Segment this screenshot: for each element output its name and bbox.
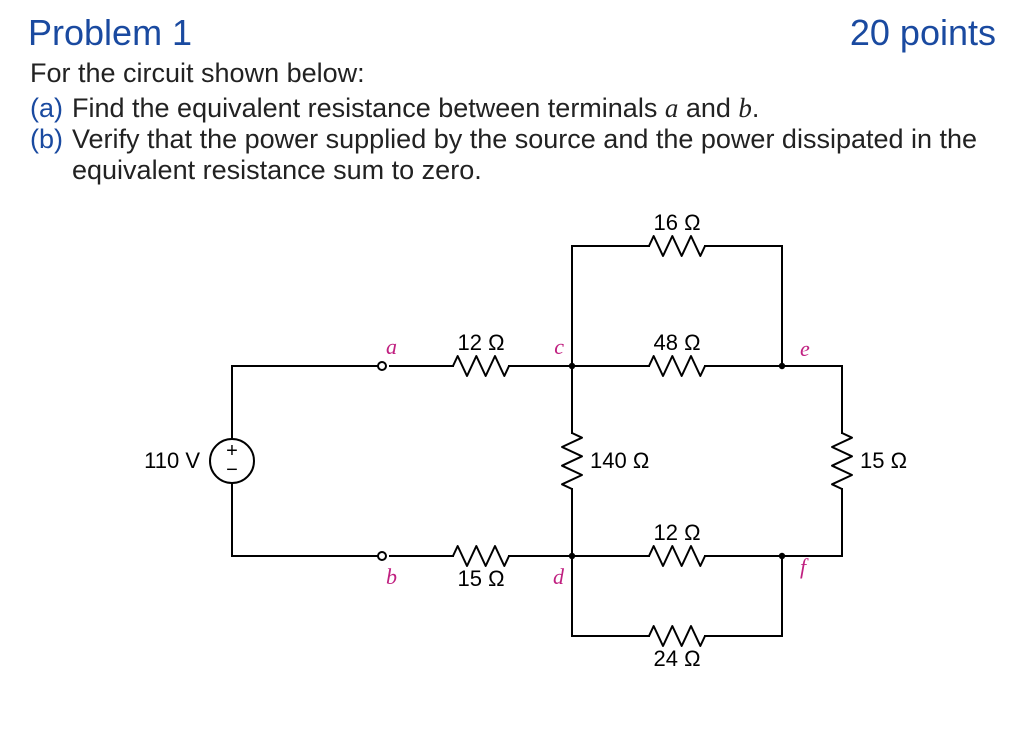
resistor-24 [649, 626, 705, 646]
resistor-48-label: 48 Ω [653, 330, 700, 355]
resistor-15e-label: 15 Ω [860, 448, 907, 473]
resistor-140-label: 140 Ω [590, 448, 649, 473]
part-b-label: (b) [30, 124, 72, 186]
resistor-15b [453, 546, 509, 566]
part-a: (a) Find the equivalent resistance betwe… [30, 93, 996, 124]
header: Problem 1 20 points [28, 12, 996, 54]
node-a-label: a [386, 334, 397, 359]
part-a-post: . [752, 93, 760, 123]
resistor-15e [832, 433, 852, 489]
resistor-48 [649, 356, 705, 376]
circuit-svg: +−110 Vab12 Ωc15 Ωd140 Ω16 Ω48 Ωe12 Ωf24… [102, 186, 922, 706]
resistor-12a [453, 356, 509, 376]
resistor-12d-label: 12 Ω [653, 520, 700, 545]
part-b: (b) Verify that the power supplied by th… [30, 124, 996, 186]
node-f-label: f [800, 554, 809, 579]
part-a-mid: and [678, 93, 738, 123]
page: Problem 1 20 points For the circuit show… [0, 0, 1024, 745]
resistor-24-label: 24 Ω [653, 646, 700, 671]
resistor-12d [649, 546, 705, 566]
part-a-var1: a [665, 93, 679, 123]
part-a-label: (a) [30, 93, 72, 124]
part-a-pre: Find the equivalent resistance between t… [72, 93, 665, 123]
resistor-15b-label: 15 Ω [457, 566, 504, 591]
node-b-label: b [386, 564, 397, 589]
source-minus: − [226, 459, 238, 481]
node-d-label: d [553, 564, 565, 589]
resistor-140 [562, 433, 582, 489]
problem-title: Problem 1 [28, 12, 192, 54]
parts-list: (a) Find the equivalent resistance betwe… [30, 93, 996, 186]
source-label: 110 V [144, 448, 200, 473]
node-e-label: e [800, 336, 810, 361]
resistor-16 [649, 236, 705, 256]
part-a-var2: b [738, 93, 752, 123]
prompt-text: For the circuit shown below: [30, 58, 996, 89]
resistor-16-label: 16 Ω [653, 210, 700, 235]
problem-points: 20 points [850, 12, 996, 54]
part-a-text: Find the equivalent resistance between t… [72, 93, 996, 124]
resistor-12a-label: 12 Ω [457, 330, 504, 355]
part-b-text: Verify that the power supplied by the so… [72, 124, 996, 186]
circuit-diagram: +−110 Vab12 Ωc15 Ωd140 Ω16 Ω48 Ωe12 Ωf24… [0, 186, 1024, 706]
node-c-label: c [554, 334, 564, 359]
